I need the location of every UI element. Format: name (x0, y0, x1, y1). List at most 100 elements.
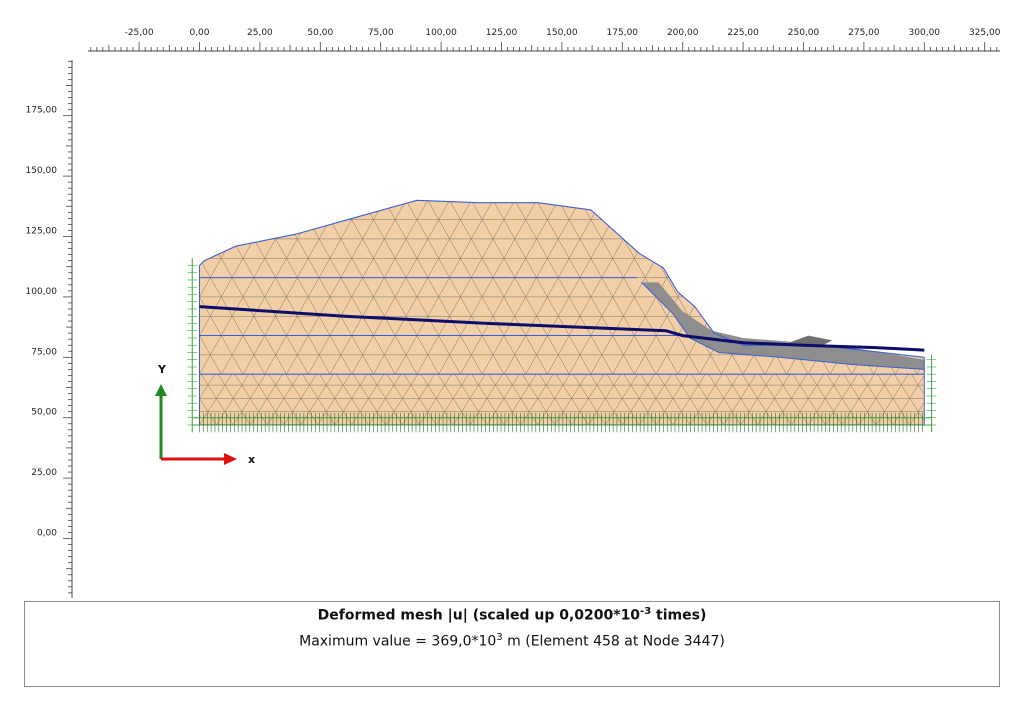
mesh-edge (481, 219, 494, 240)
mesh-edge (666, 200, 679, 220)
mesh-edge (689, 374, 699, 386)
mesh-edge (486, 374, 496, 386)
mesh-edge (469, 384, 479, 399)
mesh-edge (242, 200, 255, 220)
mesh-edge (308, 200, 320, 201)
mesh-edge (529, 384, 538, 399)
mesh-edge (590, 354, 602, 375)
mesh-edge (764, 200, 776, 220)
mesh-edge (568, 296, 581, 317)
mesh-edge (699, 200, 711, 220)
mesh-edge (340, 354, 352, 375)
mesh-edge (224, 384, 234, 399)
mesh-edge (343, 384, 352, 399)
mesh-edge (503, 219, 516, 240)
mesh-edge (590, 200, 602, 201)
mesh-edge (178, 278, 189, 297)
mesh-edge (503, 335, 516, 356)
mesh-edge (536, 200, 548, 220)
mesh-edge (939, 239, 950, 258)
x-tick-label: 25,00 (247, 28, 273, 38)
mesh-edge (471, 238, 483, 259)
mesh-edge (867, 398, 877, 412)
mesh-edge (568, 354, 581, 375)
mesh-edge (677, 335, 689, 356)
x-tick-label: -25,00 (125, 28, 154, 38)
mesh-edge (495, 374, 505, 386)
retaining-structure (641, 282, 925, 370)
mesh-edge (596, 374, 606, 386)
mesh-edge (529, 398, 538, 412)
mesh-edge (309, 384, 319, 399)
mesh-edge (622, 384, 631, 399)
mesh-edge (935, 412, 943, 425)
mesh-edge (858, 398, 868, 412)
mesh-edge (928, 355, 939, 374)
mesh-edge (950, 355, 961, 374)
mesh-edge (210, 200, 222, 201)
mesh-edge (765, 398, 775, 412)
mesh-edge (536, 354, 548, 375)
mesh-edge (300, 374, 310, 386)
mesh-edge (833, 398, 843, 412)
mesh-edge (774, 384, 784, 399)
mesh-edge (478, 374, 488, 386)
mesh-edge (797, 296, 809, 317)
mesh-edge (492, 296, 505, 317)
mesh-edge (757, 384, 767, 399)
mesh-edge (579, 354, 592, 375)
mesh-edge (862, 258, 874, 278)
mesh-edge (732, 200, 744, 220)
mesh-edge (481, 200, 494, 220)
mesh-edge (461, 384, 471, 399)
mesh-edge (405, 354, 418, 375)
mesh-edge (438, 354, 450, 375)
mesh-edge (742, 277, 755, 298)
mesh-edge (216, 411, 226, 425)
mesh-edge (394, 258, 407, 278)
mesh-edge (351, 219, 363, 240)
mesh-edge (677, 354, 689, 375)
mesh-edge (405, 200, 418, 220)
mesh-edge (297, 200, 309, 201)
mesh-edge (334, 384, 344, 399)
mesh-edge (753, 200, 766, 220)
mesh-edge (782, 398, 792, 412)
mesh-edge (916, 296, 925, 317)
mesh-edge (623, 238, 635, 259)
y-arrow-head (155, 384, 167, 396)
mesh-edge (884, 296, 896, 317)
mesh-edge (461, 398, 471, 412)
mesh-edge (612, 258, 624, 278)
mesh-edge (275, 398, 285, 412)
mesh-edge (873, 277, 885, 298)
mesh-edge (545, 398, 555, 412)
mesh-edge (376, 384, 386, 399)
mesh-edge (471, 335, 483, 356)
mesh-edge (416, 296, 429, 317)
mesh-edge (939, 220, 950, 239)
mesh-edge (791, 374, 801, 386)
mesh-edge (588, 384, 598, 399)
mesh-edge (221, 258, 233, 278)
mesh-edge (253, 258, 265, 278)
mesh-edge (308, 277, 320, 298)
mesh-edge (253, 219, 265, 240)
mesh-edge (351, 374, 361, 386)
mesh-edge (512, 384, 522, 399)
mesh-edge (233, 374, 242, 386)
mesh-edge (622, 374, 631, 386)
mesh-edge (808, 384, 817, 399)
mesh-edge (825, 374, 834, 386)
mesh-edge (329, 316, 342, 336)
mesh-edge (492, 258, 505, 278)
mesh-edge (935, 385, 943, 398)
mesh-edge (721, 219, 733, 240)
mesh-edge (444, 384, 454, 399)
mesh-edge (317, 374, 327, 386)
mesh-edge (698, 411, 708, 425)
mesh-edge (558, 335, 570, 356)
mesh-edge (918, 374, 925, 386)
mesh-edge (612, 354, 624, 375)
mesh-edge (764, 354, 776, 375)
